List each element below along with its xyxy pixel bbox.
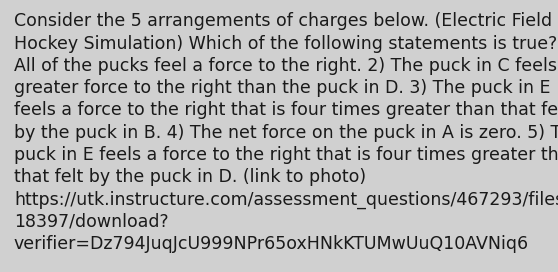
Text: that felt by the puck in D. (link to photo): that felt by the puck in D. (link to pho…	[14, 168, 366, 186]
Text: https://utk.instructure.com/assessment_questions/467293/files/7: https://utk.instructure.com/assessment_q…	[14, 191, 558, 209]
Text: verifier=Dz794JuqJcU999NPr65oxHNkKTUMwUuQ10AVNiq6: verifier=Dz794JuqJcU999NPr65oxHNkKTUMwUu…	[14, 235, 529, 253]
Text: greater force to the right than the puck in D. 3) The puck in E: greater force to the right than the puck…	[14, 79, 550, 97]
Text: All of the pucks feel a force to the right. 2) The puck in C feels a: All of the pucks feel a force to the rig…	[14, 57, 558, 75]
Text: Consider the 5 arrangements of charges below. (Electric Field: Consider the 5 arrangements of charges b…	[14, 12, 552, 30]
Text: puck in E feels a force to the right that is four times greater than: puck in E feels a force to the right tha…	[14, 146, 558, 164]
Text: by the puck in B. 4) The net force on the puck in A is zero. 5) The: by the puck in B. 4) The net force on th…	[14, 124, 558, 142]
Text: Hockey Simulation) Which of the following statements is true? 1): Hockey Simulation) Which of the followin…	[14, 35, 558, 52]
Text: feels a force to the right that is four times greater than that felt: feels a force to the right that is four …	[14, 101, 558, 119]
Text: 18397/download?: 18397/download?	[14, 213, 169, 231]
